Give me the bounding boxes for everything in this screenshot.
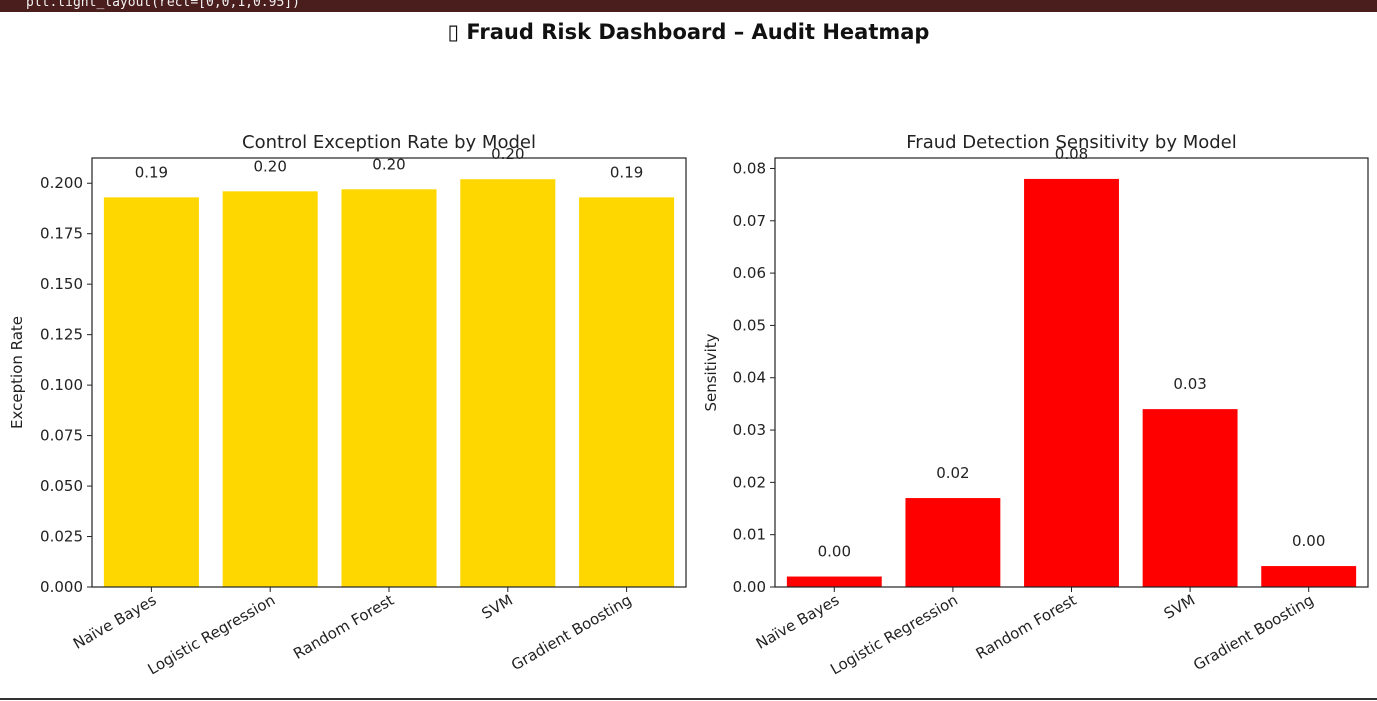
bar-4 <box>1261 566 1357 587</box>
data-label-0: 0.19 <box>135 163 168 181</box>
data-label-3: 0.20 <box>491 145 524 163</box>
x-tick-label-4: Gradient Boosting <box>508 591 634 674</box>
bar-2 <box>341 189 437 588</box>
y-tick-label-2: 0.02 <box>733 473 766 491</box>
figure-suptitle: ▯ Fraud Risk Dashboard – Audit Heatmap <box>447 20 930 44</box>
x-tick-label-1: Logistic Regression <box>145 591 279 679</box>
x-tick-label-3: SVM <box>1161 591 1198 623</box>
bar-0 <box>786 576 882 587</box>
y-tick-label-6: 0.06 <box>733 264 766 282</box>
data-label-4: 0.00 <box>1292 532 1325 550</box>
data-label-1: 0.02 <box>936 464 969 482</box>
y-tick-label-7: 0.07 <box>733 212 766 230</box>
data-label-4: 0.19 <box>610 163 643 181</box>
bar-4 <box>579 197 675 587</box>
chart-title: Fraud Detection Sensitivity by Model <box>906 132 1236 153</box>
data-label-3: 0.03 <box>1173 375 1206 393</box>
bar-3 <box>460 179 556 588</box>
bar-0 <box>103 197 199 587</box>
y-axis-label: Exception Rate <box>8 316 26 429</box>
y-tick-label-5: 0.05 <box>733 316 766 334</box>
y-tick-label-6: 0.150 <box>40 275 83 293</box>
x-tick-label-0: Naïve Bayes <box>70 591 160 653</box>
y-axis-label: Sensitivity <box>702 333 720 411</box>
y-tick-label-4: 0.100 <box>40 376 83 394</box>
x-tick-label-3: SVM <box>478 591 515 623</box>
bar-2 <box>1024 178 1119 588</box>
y-tick-label-0: 0.000 <box>40 578 83 596</box>
bar-1 <box>905 498 1001 587</box>
x-tick-label-2: Random Forest <box>973 591 1080 663</box>
code-cell-bar: plt.tight_layout(rect=[0,0,1,0.95]) <box>0 0 1377 12</box>
y-tick-label-7: 0.175 <box>40 225 83 243</box>
data-label-1: 0.20 <box>253 157 286 175</box>
code-line: plt.tight_layout(rect=[0,0,1,0.95]) <box>26 0 300 10</box>
y-tick-label-0: 0.00 <box>733 578 766 596</box>
data-label-2: 0.20 <box>372 155 405 173</box>
y-tick-label-3: 0.075 <box>40 427 83 445</box>
x-tick-label-1: Logistic Regression <box>827 591 961 679</box>
y-tick-label-8: 0.08 <box>733 159 766 177</box>
y-tick-label-3: 0.03 <box>733 421 766 439</box>
sensitivity-chart: 0.00 0.02 0.08 0.03 0.00 0.00 0.01 0.02 0.03 0.04… <box>702 132 1369 679</box>
bar-3 <box>1142 409 1238 587</box>
y-tick-label-4: 0.04 <box>733 369 766 387</box>
exception-rate-chart: 0.19 0.20 0.20 0.20 0.19 0.000 0.025 0.050 0.075… <box>8 132 687 679</box>
bar-1 <box>222 191 318 587</box>
x-tick-label-0: Naïve Bayes <box>753 591 843 653</box>
output-divider <box>0 698 1377 700</box>
x-tick-label-2: Random Forest <box>290 591 397 663</box>
y-tick-label-8: 0.200 <box>40 174 83 192</box>
y-tick-label-2: 0.050 <box>40 477 83 495</box>
chart-title: Control Exception Rate by Model <box>242 132 536 153</box>
data-label-0: 0.00 <box>818 543 851 561</box>
y-tick-label-5: 0.125 <box>40 326 83 344</box>
y-tick-label-1: 0.025 <box>40 528 83 546</box>
x-tick-label-4: Gradient Boosting <box>1190 591 1316 674</box>
y-tick-label-1: 0.01 <box>733 526 766 544</box>
